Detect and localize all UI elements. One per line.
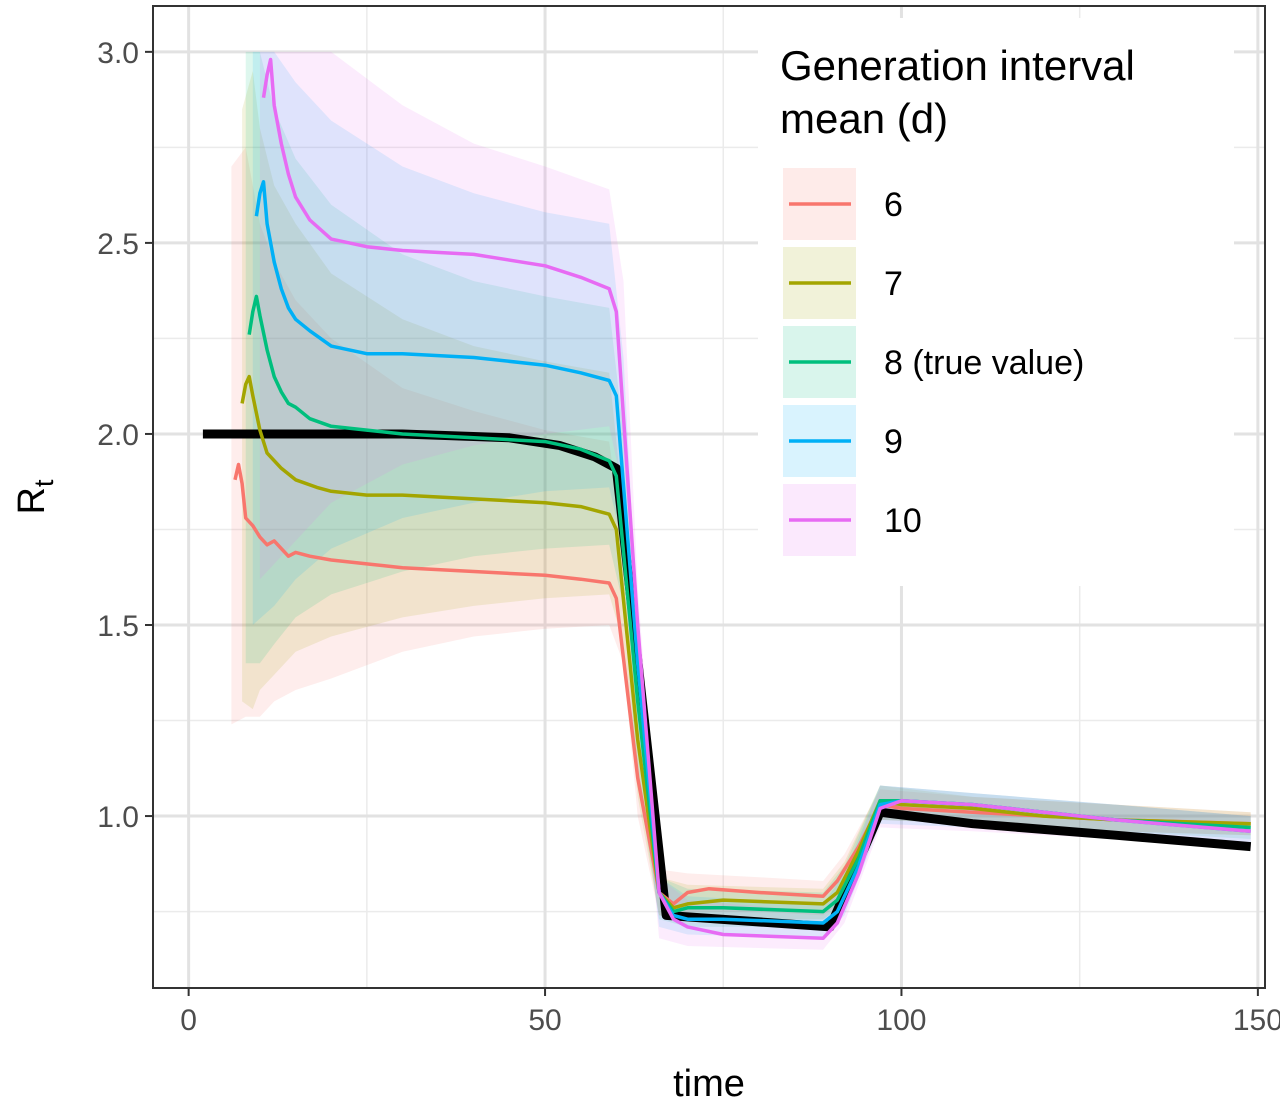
x-tick-label: 100 [876, 1004, 926, 1037]
legend-background [758, 18, 1234, 586]
confidence-ribbons [231, 51, 1251, 950]
panel-border [152, 5, 1266, 989]
y-tick-label: 1.5 [97, 610, 139, 643]
legend: Generation interval mean (d) 6 7 8 (true v… [758, 18, 1234, 586]
line-series-5 [261, 57, 1251, 941]
legend-item-label: 8 (true value) [884, 344, 1084, 382]
legend-item-label: 10 [884, 502, 922, 540]
legend-item-label: 6 [884, 186, 903, 224]
ribbon-series-1 [231, 147, 1251, 916]
x-axis-title: time [673, 1063, 745, 1104]
ribbon-series-5 [259, 51, 1251, 950]
y-tick-label: 2.0 [97, 419, 139, 452]
legend-title-line-1: Generation interval [780, 42, 1135, 89]
x-tick-label: 150 [1233, 1004, 1280, 1037]
legend-item-label: 9 [884, 423, 903, 461]
y-axis-title-main: R [11, 487, 53, 514]
legend-item-label: 7 [884, 265, 903, 303]
y-tick-label: 3.0 [97, 37, 139, 70]
series-lines [233, 57, 1251, 941]
y-axis-title-subscript: t [29, 479, 59, 487]
x-tick-label: 50 [528, 1004, 561, 1037]
line-series-4 [254, 180, 1251, 925]
ribbon-series-4 [252, 51, 1251, 939]
y-tick-label: 2.5 [97, 228, 139, 261]
x-tick-label: 0 [180, 1004, 197, 1037]
ribbon-series-3 [245, 51, 1251, 927]
axis-ticks: 0 50 100 150 1.0 1.5 2.0 2.5 3.0 [97, 37, 1280, 1037]
legend-title-line-2: mean (d) [780, 95, 948, 142]
y-tick-label: 1.0 [97, 801, 139, 834]
ribbon-series-2 [242, 71, 1251, 920]
legend-keys: 6 7 8 (true value) 9 10 [783, 168, 1084, 556]
y-axis-title: Rt [11, 479, 59, 514]
